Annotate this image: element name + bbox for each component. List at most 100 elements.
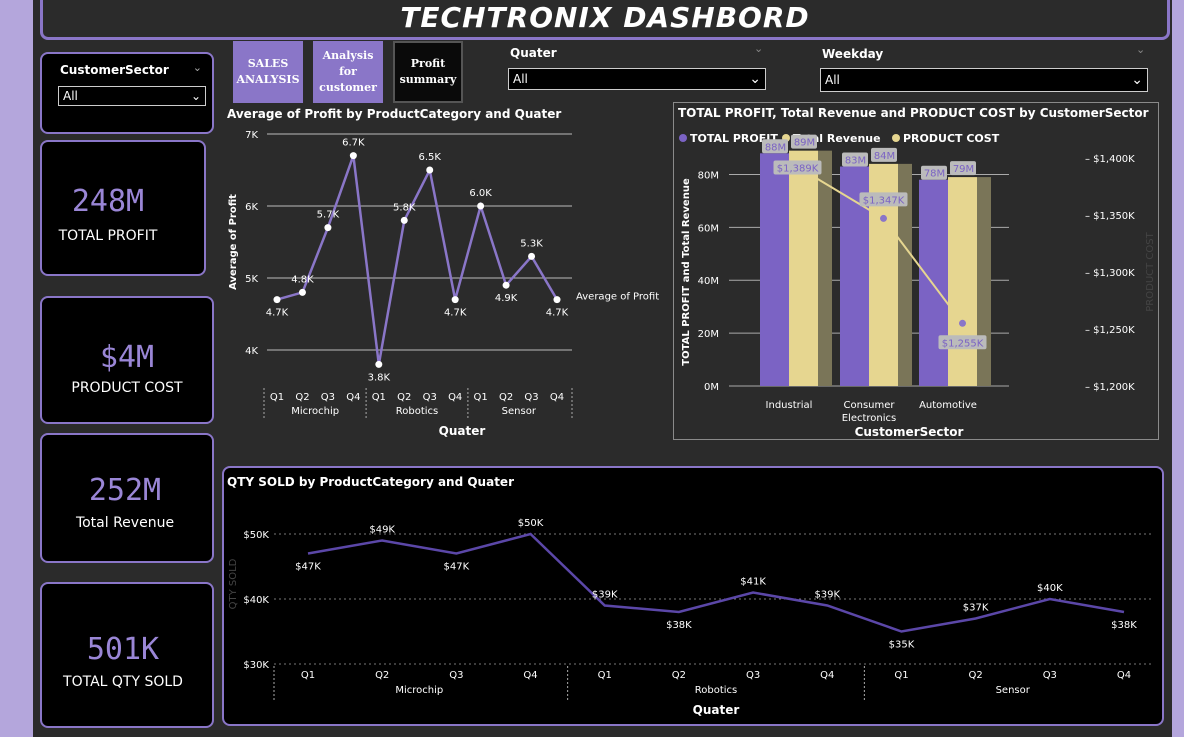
dashboard-title: TECHTRONIX DASHBORD <box>400 1 810 34</box>
x-tick-label: Q2 <box>672 670 686 681</box>
bar-total-profit <box>760 153 789 386</box>
data-label: 79M <box>953 164 974 175</box>
data-point <box>477 202 485 210</box>
x-tick-label: Q3 <box>1043 670 1057 681</box>
y-axis-label: QTY SOLD <box>228 558 239 609</box>
x-axis-label: CustomerSector <box>855 425 964 439</box>
series-line <box>307 532 1125 633</box>
qty-sold-card <box>222 466 1164 726</box>
chevron-down-icon[interactable]: ⌄ <box>192 61 202 74</box>
y-axis-label: TOTAL PROFIT and Total Revenue <box>681 178 692 366</box>
kpi-value: 501K <box>86 632 160 667</box>
avg-profit-chart: Average of Profit by ProductCategory and… <box>227 107 659 438</box>
sector-slicer-label: CustomerSector <box>60 63 169 77</box>
x-tick-label: Electronics <box>842 413 897 424</box>
y-tick-label: $40K <box>243 595 269 606</box>
x-tick-label: Q3 <box>449 670 463 681</box>
y-tick-label: $50K <box>243 530 269 541</box>
chart-title: TOTAL PROFIT, Total Revenue and PRODUCT … <box>678 106 1149 120</box>
y-axis-label: Average of Profit <box>228 194 239 290</box>
cost-point <box>880 214 887 222</box>
data-point <box>273 296 281 304</box>
title-bar: TECHTRONIX DASHBORD <box>40 0 1170 40</box>
x-group-label: Microchip <box>291 406 339 417</box>
data-label: 6.7K <box>342 138 365 149</box>
chevron-down-icon[interactable]: ⌄ <box>1136 43 1146 56</box>
profit-summary-label: Profit summary <box>399 57 457 86</box>
data-point <box>553 296 561 304</box>
kpi-value: 248M <box>71 184 145 219</box>
data-point <box>400 216 408 224</box>
data-label: 4.8K <box>291 274 314 285</box>
data-point <box>349 152 357 160</box>
data-label: $49K <box>369 525 395 536</box>
data-label: $47K <box>444 562 470 573</box>
x-tick-label: Q4 <box>1117 670 1131 681</box>
weekday-slicer-label: Weekday <box>822 47 884 61</box>
legend-label: PRODUCT COST <box>903 132 1000 145</box>
sector-slicer: CustomerSector ⌄ All ⌄ <box>40 52 214 134</box>
kpi-total-profit: 248M TOTAL PROFIT <box>40 140 206 276</box>
data-label: $1,347K <box>863 195 905 206</box>
y-tick-label: 60M <box>698 223 719 234</box>
data-point <box>451 296 459 304</box>
legend-marker <box>679 134 687 142</box>
series-line <box>276 155 559 365</box>
x-tick-label: Q2 <box>295 392 309 403</box>
data-point <box>324 224 332 232</box>
legend-label: TOTAL PROFIT <box>690 132 778 145</box>
series-label: Average of Profit <box>576 292 659 303</box>
x-tick-label: Q4 <box>820 670 834 681</box>
kpi-value: $4M <box>99 340 155 375</box>
x-tick-label: Q3 <box>746 670 760 681</box>
data-label: 89M <box>794 138 815 149</box>
customer-analysis-label: Analysis for customer <box>319 49 377 94</box>
data-label: $38K <box>1111 620 1137 631</box>
data-label: 78M <box>924 169 945 180</box>
customer-analysis-button[interactable]: Analysis for customer <box>313 41 383 103</box>
weekday-dropdown[interactable]: All ⌄ <box>820 68 1148 92</box>
chevron-down-icon: ⌄ <box>749 71 761 87</box>
y-tick-label: 0M <box>704 382 719 393</box>
profit-summary-button[interactable]: Profit summary <box>393 41 463 103</box>
x-group-label: Robotics <box>396 406 439 417</box>
data-label: $40K <box>1037 583 1063 594</box>
y-tick-label: 40M <box>698 276 719 287</box>
bar-shadow <box>898 163 912 386</box>
y-tick-label: 80M <box>698 170 719 181</box>
x-tick-label: Automotive <box>919 400 977 411</box>
quater-slicer-label: Quater <box>510 46 557 60</box>
sales-analysis-button[interactable]: SALES ANALYSIS <box>233 41 303 103</box>
x-tick-label: Q1 <box>372 392 386 403</box>
x-tick-label: Q4 <box>448 392 462 403</box>
data-label: $35K <box>889 640 915 651</box>
bar-shadow <box>818 150 832 386</box>
data-label: 5.3K <box>520 238 543 249</box>
x-tick-label: Q4 <box>550 392 564 403</box>
x-tick-label: Q4 <box>523 670 537 681</box>
kpi-value: 252M <box>88 473 162 508</box>
x-tick-label: Q3 <box>321 392 335 403</box>
kpi-total-qty-sold: 501K TOTAL QTY SOLD <box>40 582 214 728</box>
chevron-down-icon[interactable]: ⌄ <box>754 42 764 55</box>
legend-marker <box>892 134 900 142</box>
data-label: 5.8K <box>393 202 416 213</box>
quater-dropdown[interactable]: All ⌄ <box>508 68 766 90</box>
y2-tick-label: – $1,350K <box>1085 211 1135 222</box>
chevron-down-icon: ⌄ <box>1131 72 1143 88</box>
profit-revenue-cost-chart: TOTAL PROFIT, Total Revenue and PRODUCT … <box>678 106 1156 439</box>
x-tick-label: Q1 <box>894 670 908 681</box>
y2-tick-label: – $1,400K <box>1085 154 1135 165</box>
kpi-label: PRODUCT COST <box>71 380 183 396</box>
chart-title: QTY SOLD by ProductCategory and Quater <box>227 475 514 489</box>
right-frame <box>1172 0 1184 737</box>
data-label: $41K <box>740 577 766 588</box>
x-group-label: Sensor <box>502 406 537 417</box>
sector-dropdown[interactable]: All ⌄ <box>58 86 206 106</box>
x-axis-label: Quater <box>439 424 486 438</box>
data-label: 4.7K <box>546 308 569 319</box>
x-group-label: Microchip <box>395 685 443 696</box>
data-label: $1,255K <box>942 338 984 349</box>
data-label: $1,389K <box>777 164 819 175</box>
data-label: 6.0K <box>469 188 492 199</box>
